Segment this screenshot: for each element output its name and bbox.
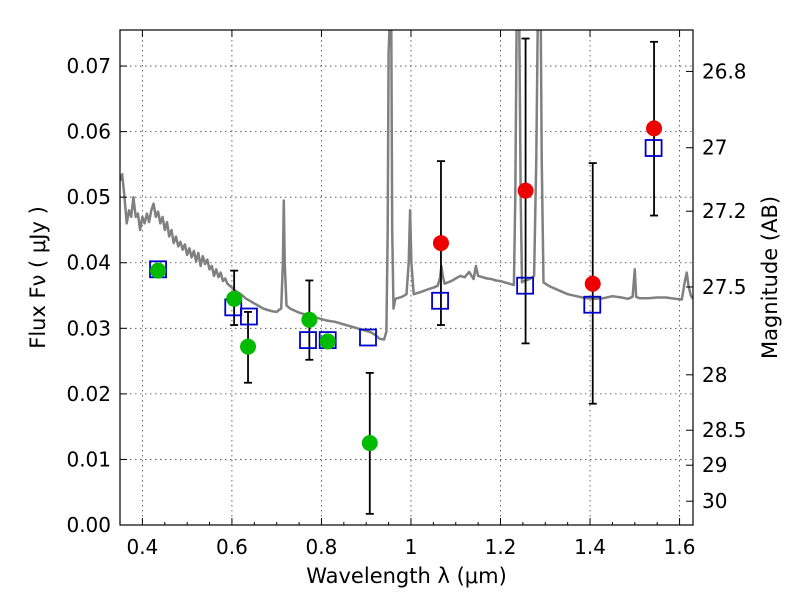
y-axis-label: Flux Fν ( μJy ) bbox=[26, 206, 50, 349]
magnitude-axis-label: Magnitude (AB) bbox=[758, 196, 782, 359]
y-tick-label: 0.00 bbox=[66, 513, 111, 537]
y-tick-label: 0.07 bbox=[66, 54, 111, 78]
observed-detections-point bbox=[361, 435, 378, 452]
magnitude-tick-label: 28 bbox=[702, 363, 727, 387]
tick-layer: 0.4 0.6 0.8 1 1.2 1.4 1.6 0.00 0.01 0.02 0.03 0.04 0… bbox=[66, 30, 747, 559]
y-tick-label: 0.01 bbox=[66, 447, 111, 471]
model-photometry-point bbox=[359, 328, 377, 347]
spectrum-layer bbox=[120, 30, 693, 341]
x-tick-label: 1.6 bbox=[664, 535, 696, 559]
magnitude-tick-label: 28.5 bbox=[702, 418, 747, 442]
x-tick-label: 1.4 bbox=[574, 535, 606, 559]
model-photometry-point bbox=[516, 276, 535, 295]
grid-layer bbox=[120, 30, 693, 526]
magnitude-tick-label: 26.8 bbox=[702, 59, 747, 83]
observed-nir-point bbox=[646, 120, 663, 137]
model-photometry-point bbox=[644, 139, 663, 157]
observed-nir-point bbox=[584, 275, 601, 292]
magnitude-tick-label: 27.2 bbox=[702, 199, 747, 223]
observed-nir-point bbox=[517, 182, 534, 199]
observed-detections-point bbox=[226, 290, 243, 307]
x-tick-label: 1.2 bbox=[485, 535, 517, 559]
observed-detections-point bbox=[240, 338, 257, 355]
y-tick-label: 0.05 bbox=[66, 185, 111, 209]
model-photometry-point bbox=[240, 307, 258, 326]
observed-detections-point bbox=[319, 333, 336, 350]
model-photometry-point bbox=[583, 295, 602, 314]
observed-detections-point bbox=[150, 262, 167, 279]
marker-layer bbox=[149, 120, 663, 452]
x-tick-label: 0.6 bbox=[216, 535, 248, 559]
x-tick-label: 1 bbox=[405, 535, 418, 559]
y-tick-label: 0.02 bbox=[66, 382, 111, 406]
observed-detections-point bbox=[301, 311, 318, 328]
magnitude-tick-label: 30 bbox=[702, 489, 727, 513]
model-photometry-point bbox=[299, 331, 317, 350]
model-spectrum-line bbox=[120, 30, 693, 341]
x-tick-label: 0.8 bbox=[306, 535, 338, 559]
y-tick-label: 0.04 bbox=[66, 251, 111, 275]
x-tick-label: 0.4 bbox=[126, 535, 158, 559]
plot-frame bbox=[119, 29, 694, 526]
model-photometry-point bbox=[431, 291, 449, 310]
x-axis-label: Wavelength λ (μm) bbox=[306, 564, 507, 588]
magnitude-tick-label: 27.5 bbox=[702, 275, 747, 299]
y-tick-label: 0.03 bbox=[66, 316, 111, 340]
observed-nir-point bbox=[432, 235, 449, 252]
magnitude-tick-label: 27 bbox=[702, 136, 727, 160]
magnitude-tick-label: 29 bbox=[702, 453, 727, 477]
y-tick-label: 0.06 bbox=[66, 120, 111, 144]
